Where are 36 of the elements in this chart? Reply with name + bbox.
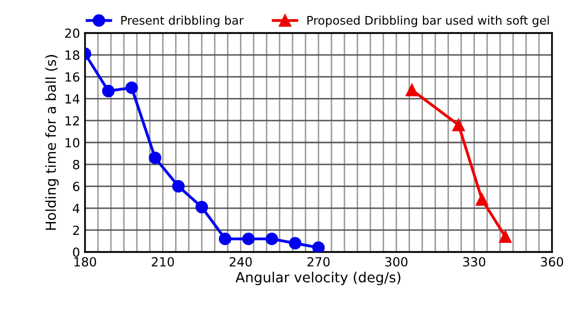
x-tick-label: 240 (230, 257, 252, 267)
point (288, 236, 302, 250)
point (172, 180, 185, 193)
point (406, 84, 418, 96)
point (266, 232, 278, 246)
x-tick-label: 300 (385, 257, 408, 267)
y-tick-label: 10 (66, 138, 80, 148)
y-tick-label: 2 (73, 226, 79, 235)
y-tick-label: 12 (66, 116, 79, 126)
y-tick-label: 6 (73, 182, 80, 192)
y-tick-label: 18 (66, 50, 80, 60)
point (218, 232, 232, 246)
y-tick-label: 8 (73, 160, 80, 170)
x-tick-label: 330 (463, 257, 486, 267)
point (102, 84, 115, 98)
point (148, 152, 162, 164)
x-tick-label: 360 (541, 257, 564, 267)
point (196, 200, 208, 214)
point (312, 241, 325, 252)
point (476, 193, 488, 206)
y-tick-label: 0 (73, 247, 80, 257)
y-tick-label: 14 (66, 94, 80, 104)
y-tick-label: 4 (72, 204, 80, 213)
y-axis-title: Holding time for a ball (s) (45, 55, 59, 230)
point (125, 82, 138, 94)
x-tick-label: 180 (74, 257, 96, 267)
point (242, 232, 255, 246)
legend-label: Proposed Dribbling bar used with soft gel (307, 16, 549, 28)
y-tick-label: 20 (65, 28, 80, 38)
y-tick-label: 16 (66, 72, 80, 82)
legend-label: Present dribbling bar (121, 16, 244, 28)
x-axis-title: Angular velocity (deg/s) (236, 272, 400, 286)
x-tick-label: 210 (152, 257, 174, 267)
point (452, 118, 465, 132)
x-tick-label: 270 (307, 257, 330, 267)
point (499, 230, 512, 243)
